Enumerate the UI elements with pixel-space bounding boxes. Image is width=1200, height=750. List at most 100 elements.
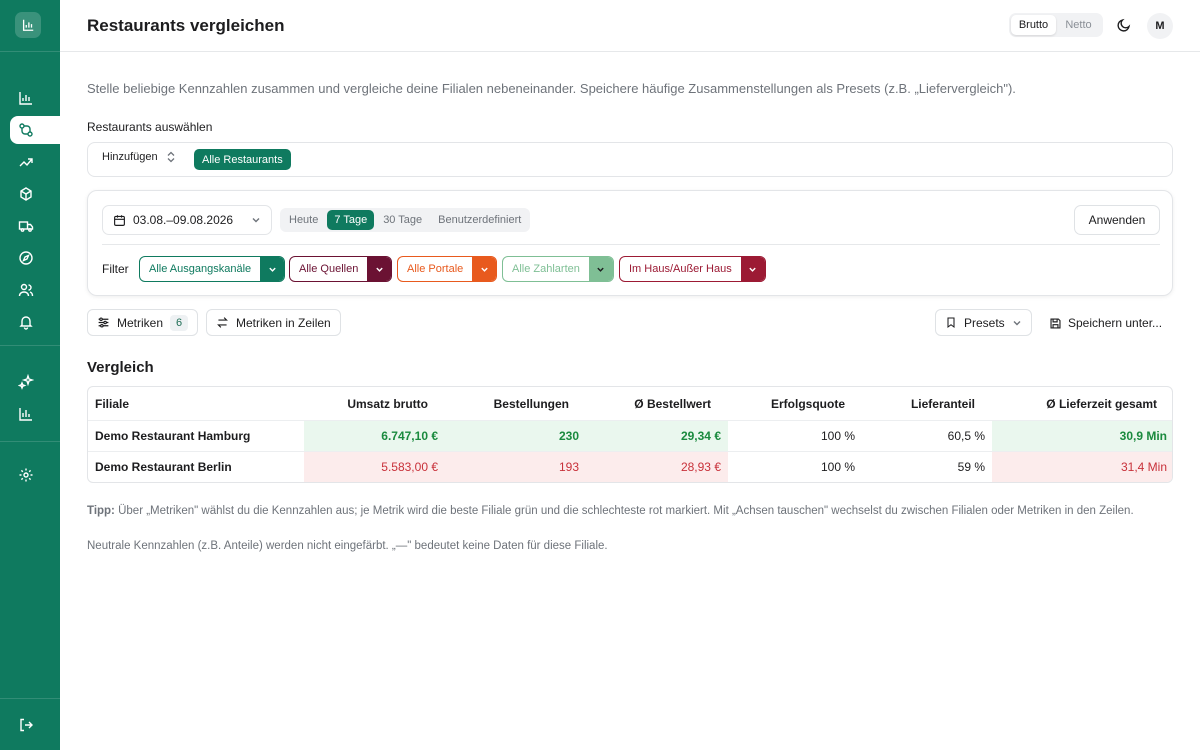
toggle-net[interactable]: Netto bbox=[1065, 19, 1092, 31]
tab-custom[interactable]: Benutzerdefiniert bbox=[438, 214, 522, 226]
bookmark-icon bbox=[947, 317, 955, 329]
metrics-count-badge: 6 bbox=[170, 314, 189, 331]
card-divider bbox=[102, 244, 1160, 245]
moon-icon[interactable] bbox=[1116, 17, 1132, 33]
sidebar-item-trends[interactable] bbox=[10, 148, 60, 176]
filter-payment-methods[interactable]: Alle Zahlarten bbox=[502, 256, 614, 282]
column-header[interactable]: Filiale bbox=[95, 396, 130, 411]
filter-output-channels-toggle[interactable] bbox=[260, 257, 285, 281]
swap-axes-button[interactable]: Metriken in Zeilen bbox=[206, 309, 341, 336]
date-preset-tabs: Heute 7 Tage 30 Tage Benutzerdefiniert bbox=[280, 208, 531, 232]
gross-net-toggle[interactable]: Brutto Netto bbox=[1009, 13, 1103, 37]
toggle-gross[interactable]: Brutto bbox=[1011, 15, 1056, 35]
filter-label: Filter bbox=[102, 262, 129, 276]
column-header[interactable]: Bestellungen bbox=[493, 396, 569, 411]
bar-chart-icon bbox=[19, 92, 32, 105]
calendar-icon bbox=[114, 214, 125, 226]
filter-dine-in-label: Im Haus/Außer Haus bbox=[629, 263, 732, 275]
sidebar-item-explore[interactable] bbox=[10, 244, 60, 272]
chevron-down-icon bbox=[252, 218, 260, 223]
tab-today[interactable]: Heute bbox=[289, 214, 319, 226]
filter-portals[interactable]: Alle Portale bbox=[397, 256, 498, 282]
sparkles-icon bbox=[18, 374, 34, 390]
filter-output-channels[interactable]: Alle Ausgangskanäle bbox=[139, 256, 286, 282]
table-cell: 230 bbox=[445, 421, 586, 451]
compare-icon bbox=[19, 123, 33, 137]
intro-text: Stelle beliebige Kennzahlen zusammen und… bbox=[87, 81, 1016, 96]
chevron-down-icon bbox=[749, 267, 756, 272]
save-as-button[interactable]: Speichern unter... bbox=[1049, 316, 1162, 330]
swap-axes-label: Metriken in Zeilen bbox=[236, 315, 331, 330]
metrics-label: Metriken bbox=[117, 315, 164, 330]
sidebar bbox=[0, 0, 60, 750]
chart-icon bbox=[19, 408, 32, 421]
restaurant-select-label: Restaurants auswählen bbox=[87, 120, 213, 134]
filter-card: 03.08.–09.08.2026 Heute 7 Tage 30 Tage B… bbox=[87, 190, 1173, 296]
add-restaurant-label: Hinzufügen bbox=[102, 151, 158, 163]
filter-dine-in[interactable]: Im Haus/Außer Haus bbox=[619, 256, 766, 282]
compass-icon bbox=[19, 251, 33, 265]
apply-button[interactable]: Anwenden bbox=[1074, 205, 1160, 235]
filter-payment-methods-label: Alle Zahlarten bbox=[512, 263, 580, 275]
table-cell: 30,9 Min bbox=[992, 421, 1172, 451]
filter-payment-methods-toggle[interactable] bbox=[588, 257, 613, 281]
trending-up-icon bbox=[19, 158, 33, 167]
comparison-table: Filiale Umsatz brutto Bestellungen Ø Bes… bbox=[87, 386, 1173, 483]
users-icon bbox=[18, 283, 34, 297]
table-cell: Demo Restaurant Hamburg bbox=[95, 429, 251, 443]
tip-body: Über „Metriken" wählst du die Kennzahlen… bbox=[114, 505, 1134, 517]
restaurant-chip[interactable]: Alle Restaurants bbox=[194, 149, 291, 170]
truck-icon bbox=[18, 221, 34, 232]
column-header[interactable]: Umsatz brutto bbox=[347, 396, 428, 411]
table-cell: 100 % bbox=[820, 429, 855, 443]
filter-dine-in-toggle[interactable] bbox=[740, 257, 765, 281]
save-icon bbox=[1050, 317, 1061, 329]
restaurant-select: Hinzufügen Alle Restaurants bbox=[87, 142, 1173, 177]
tip-text: Tipp: Über „Metriken" wählst du die Kenn… bbox=[87, 503, 1173, 519]
sidebar-divider bbox=[0, 345, 60, 346]
presets-dropdown[interactable]: Presets bbox=[935, 309, 1032, 336]
date-range-picker[interactable]: 03.08.–09.08.2026 bbox=[102, 205, 272, 235]
table-cell: 193 bbox=[445, 452, 586, 482]
chevron-down-icon bbox=[597, 267, 605, 272]
table-cell: Demo Restaurant Berlin bbox=[95, 460, 232, 474]
column-header[interactable]: Erfolgsquote bbox=[771, 396, 845, 411]
sidebar-item-settings[interactable] bbox=[10, 461, 60, 489]
chevron-down-icon bbox=[376, 267, 383, 272]
metrics-button[interactable]: Metriken 6 bbox=[87, 309, 199, 336]
chevron-up-down-icon bbox=[167, 151, 175, 163]
column-header[interactable]: Lieferanteil bbox=[910, 396, 975, 411]
filter-sources[interactable]: Alle Quellen bbox=[289, 256, 393, 282]
app-logo[interactable] bbox=[15, 12, 41, 38]
swap-icon bbox=[217, 317, 228, 328]
table-cell: 60,5 % bbox=[947, 429, 985, 443]
sidebar-item-insights[interactable] bbox=[10, 368, 60, 396]
avatar[interactable]: M bbox=[1147, 13, 1173, 39]
add-restaurant-button[interactable]: Hinzufügen bbox=[102, 151, 176, 163]
logout-button[interactable] bbox=[10, 711, 60, 739]
sidebar-item-notifications[interactable] bbox=[10, 308, 60, 336]
column-header[interactable]: Ø Bestellwert bbox=[634, 396, 711, 411]
tab-30-days[interactable]: 30 Tage bbox=[383, 214, 423, 226]
chevron-down-icon bbox=[268, 267, 276, 272]
sidebar-item-delivery[interactable] bbox=[10, 212, 60, 240]
gear-icon bbox=[19, 468, 33, 482]
column-header[interactable]: Ø Lieferzeit gesamt bbox=[1046, 396, 1157, 411]
bell-icon bbox=[19, 316, 33, 330]
tab-7-days[interactable]: 7 Tage bbox=[327, 210, 375, 230]
tip-note: Neutrale Kennzahlen (z.B. Anteile) werde… bbox=[87, 540, 608, 552]
sidebar-item-compare[interactable] bbox=[10, 116, 60, 144]
sidebar-item-products[interactable] bbox=[10, 180, 60, 208]
sidebar-item-customers[interactable] bbox=[10, 276, 60, 304]
filter-sources-label: Alle Quellen bbox=[299, 263, 359, 275]
date-range-label: 03.08.–09.08.2026 bbox=[133, 213, 234, 227]
sidebar-divider bbox=[0, 698, 60, 699]
filter-portals-toggle[interactable] bbox=[472, 257, 497, 281]
table-cell: 100 % bbox=[820, 460, 855, 474]
table-cell: 59 % bbox=[957, 460, 985, 474]
chevron-down-icon bbox=[481, 267, 488, 272]
sidebar-item-reports[interactable] bbox=[10, 400, 60, 428]
page-title: Restaurants vergleichen bbox=[87, 16, 285, 35]
sidebar-item-dashboard[interactable] bbox=[10, 84, 60, 112]
filter-sources-toggle[interactable] bbox=[367, 257, 392, 281]
